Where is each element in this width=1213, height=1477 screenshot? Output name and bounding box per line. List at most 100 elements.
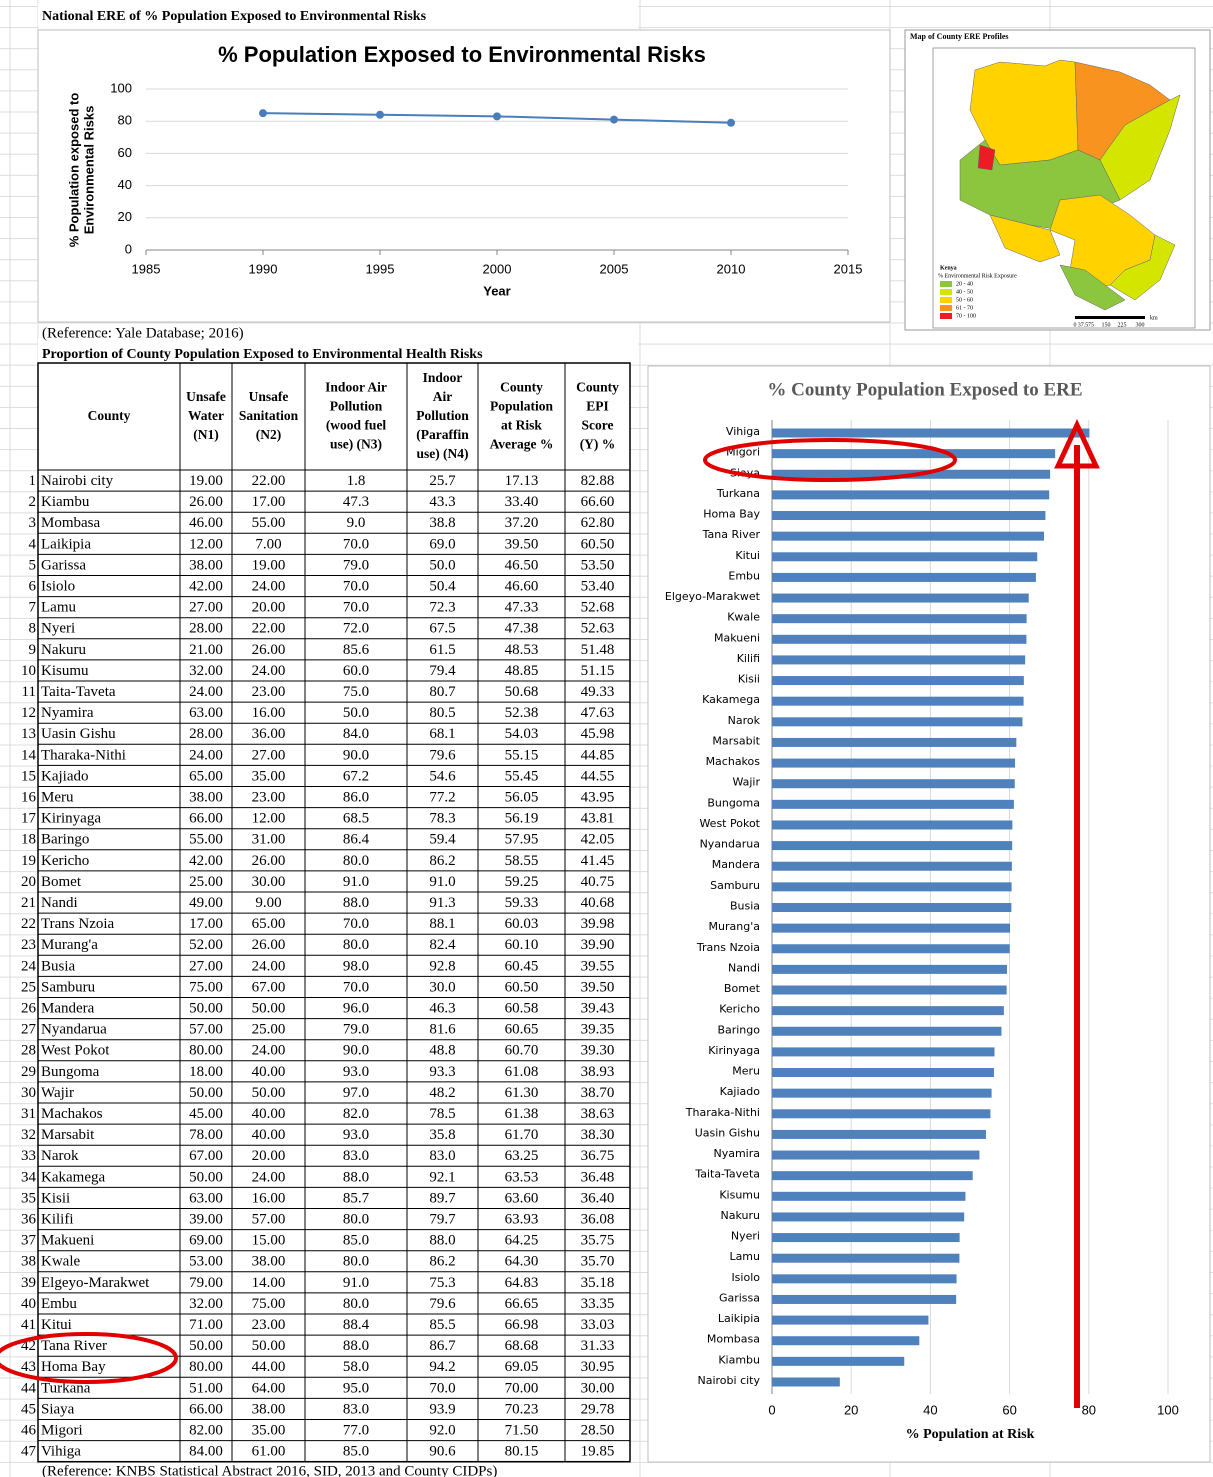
column-header: Population — [490, 399, 554, 414]
table-cell: 78.5 — [429, 1106, 455, 1122]
table-cell: 80.7 — [429, 684, 456, 700]
bar — [772, 490, 1050, 500]
county-name: Elgeyo-Marakwet — [41, 1275, 150, 1291]
table-cell: 93.0 — [343, 1127, 369, 1143]
table-cell: 63.60 — [505, 1190, 539, 1206]
table-cell: 36.75 — [581, 1148, 615, 1164]
county-name: Isiolo — [41, 578, 75, 594]
table-cell: 18.00 — [189, 1064, 223, 1080]
table-cell: 22.00 — [252, 473, 286, 489]
legend-swatch — [940, 297, 952, 303]
column-header: Water — [188, 408, 224, 423]
row-number: 26 — [21, 1000, 37, 1016]
row-number: 39 — [21, 1275, 36, 1291]
table-cell: 79.4 — [429, 663, 456, 679]
table-cell: 66.60 — [581, 494, 615, 510]
table-cell: 85.7 — [343, 1190, 370, 1206]
table-cell: 81.6 — [429, 1022, 456, 1038]
row-number: 20 — [21, 874, 36, 890]
category-label: Mandera — [712, 858, 760, 871]
table-cell: 79.6 — [429, 1296, 456, 1312]
table-cell: 30.00 — [252, 874, 286, 890]
bar — [772, 1026, 1002, 1036]
bar — [772, 779, 1015, 789]
bar — [772, 861, 1012, 871]
table-cell: 52.63 — [581, 621, 615, 637]
bar — [772, 655, 1026, 665]
county-name: Tana River — [41, 1338, 107, 1354]
legend-label: 61 - 70 — [956, 305, 973, 311]
legend-label: 70 - 100 — [956, 313, 976, 319]
table-cell: 57.00 — [189, 1022, 223, 1038]
county-name: Narok — [41, 1148, 79, 1164]
x-tick-label: 100 — [1157, 1402, 1179, 1417]
table-cell: 60.10 — [505, 937, 539, 953]
table-cell: 52.00 — [189, 937, 223, 953]
table-cell: 77.0 — [343, 1422, 369, 1438]
table-cell: 69.0 — [429, 536, 455, 552]
table-cell: 72.3 — [429, 600, 455, 616]
column-header: use) (N3) — [330, 437, 382, 452]
category-label: Homa Bay — [703, 508, 760, 521]
table-cell: 50.00 — [252, 1000, 286, 1016]
table-cell: 80.0 — [343, 1211, 369, 1227]
table-cell: 51.15 — [581, 663, 615, 679]
table-cell: 46.60 — [505, 578, 539, 594]
data-point — [376, 110, 384, 119]
table-cell: 60.0 — [343, 663, 369, 679]
table-cell: 45.00 — [189, 1106, 223, 1122]
table-cell: 44.55 — [581, 768, 615, 784]
table-cell: 12.00 — [252, 811, 286, 827]
category-label: Kericho — [719, 1003, 760, 1016]
arrow-head — [1054, 419, 1100, 469]
table-cell: 28.00 — [189, 621, 223, 637]
bar — [772, 1006, 1004, 1016]
table-cell: 61.5 — [429, 642, 455, 658]
category-label: Lamu — [729, 1250, 760, 1263]
table-cell: 56.19 — [505, 811, 539, 827]
column-header: Pollution — [330, 399, 383, 414]
category-label: Kitui — [735, 549, 760, 562]
table-cell: 89.7 — [429, 1190, 456, 1206]
legend-swatch — [940, 313, 952, 319]
table-cell: 83.0 — [343, 1148, 369, 1164]
bar — [772, 717, 1023, 727]
county-name: Nakuru — [41, 642, 86, 658]
table-cell: 45.98 — [581, 726, 615, 742]
table-cell: 48.53 — [505, 642, 539, 658]
county-name: Garissa — [41, 557, 86, 573]
table-cell: 54.6 — [429, 768, 456, 784]
table-cell: 70.0 — [429, 1380, 455, 1396]
row-number: 25 — [21, 979, 36, 995]
table-cell: 86.2 — [429, 853, 455, 869]
table-cell: 48.8 — [429, 1043, 455, 1059]
row-number: 22 — [21, 916, 36, 932]
category-label: Bungoma — [707, 796, 760, 809]
category-label: Nyandarua — [700, 838, 760, 851]
table-cell: 84.00 — [189, 1444, 223, 1460]
bar — [772, 1377, 840, 1387]
table-cell: 80.00 — [189, 1043, 223, 1059]
table-cell: 35.8 — [429, 1127, 455, 1143]
table-cell: 44.85 — [581, 747, 615, 763]
category-label: Meru — [732, 1065, 760, 1078]
table-cell: 80.0 — [343, 1254, 369, 1270]
row-number: 24 — [21, 958, 37, 974]
map-region — [1109, 234, 1176, 301]
table-cell: 90.0 — [343, 747, 369, 763]
table-cell: 9.0 — [347, 515, 366, 531]
x-tick-label: 2010 — [717, 261, 746, 276]
table-cell: 46.00 — [189, 515, 223, 531]
county-name: Kisumu — [41, 663, 89, 679]
scale-label: 75 — [1088, 322, 1094, 328]
table-cell: 85.0 — [343, 1444, 369, 1460]
county-name: Kilifi — [41, 1211, 74, 1227]
table-cell: 50.00 — [252, 1338, 286, 1354]
table-cell: 19.00 — [189, 473, 223, 489]
table-cell: 82.4 — [429, 937, 456, 953]
row-number: 45 — [21, 1401, 36, 1417]
legend-swatch — [940, 289, 952, 295]
table-cell: 70.0 — [343, 979, 369, 995]
table-cell: 75.00 — [189, 979, 223, 995]
line-chart-area — [37, 29, 891, 323]
